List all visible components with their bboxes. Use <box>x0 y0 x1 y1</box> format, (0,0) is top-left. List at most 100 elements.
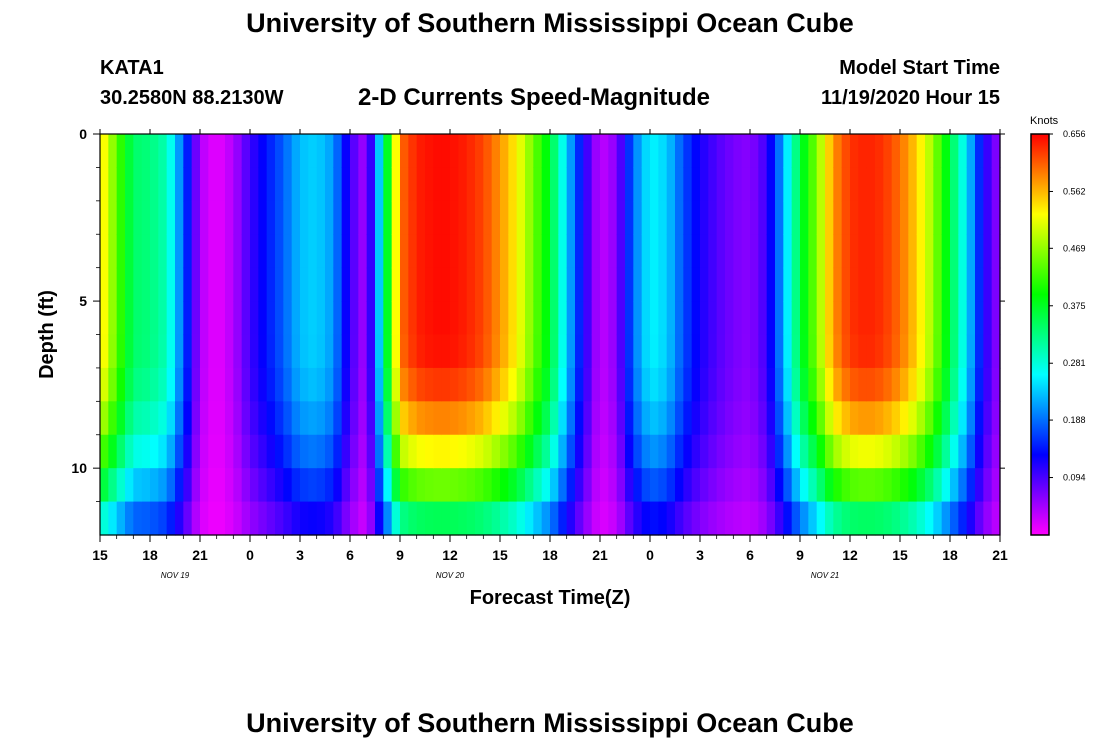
heatmap-cell <box>425 367 434 402</box>
heatmap-cell <box>733 301 743 336</box>
heatmap-cell <box>858 434 868 469</box>
heatmap-cell <box>950 501 959 536</box>
heatmap-cell <box>383 200 393 235</box>
heatmap-cell <box>241 468 251 503</box>
heatmap-cell <box>366 334 376 369</box>
heatmap-cell <box>408 301 418 336</box>
heatmap-cell <box>166 234 176 269</box>
model-start-value: 11/19/2020 Hour 15 <box>820 87 1000 109</box>
heatmap-cell <box>683 200 693 235</box>
heatmap-cell <box>841 234 851 269</box>
heatmap-cell <box>458 401 468 436</box>
heatmap-cell <box>575 167 584 202</box>
heatmap-cell <box>758 434 768 469</box>
heatmap-cell <box>433 401 443 436</box>
heatmap-cell <box>266 301 276 336</box>
heatmap-cell <box>941 468 951 503</box>
heatmap-cell <box>983 200 993 235</box>
heatmap-cell <box>600 200 609 235</box>
heatmap-cell <box>850 367 859 402</box>
heatmap-cell <box>341 434 351 469</box>
heatmap-cell <box>475 468 484 503</box>
heatmap-cell <box>116 200 126 235</box>
heatmap-cell <box>900 401 909 436</box>
heatmap-cell <box>150 200 159 235</box>
heatmap-cell <box>916 334 926 369</box>
heatmap-cell <box>433 200 443 235</box>
heatmap-cell <box>175 334 184 369</box>
heatmap-cell <box>133 334 143 369</box>
heatmap-cell <box>791 134 801 169</box>
heatmap-cell <box>550 301 559 336</box>
heatmap-cell <box>541 501 551 536</box>
heatmap-cell <box>308 434 318 469</box>
heatmap-cell <box>775 367 784 402</box>
heatmap-cell <box>275 434 284 469</box>
heatmap-cell <box>758 200 768 235</box>
heatmap-cell <box>241 367 251 402</box>
heatmap-cell <box>608 134 618 169</box>
heatmap-cell <box>958 301 968 336</box>
heatmap-cell <box>933 468 943 503</box>
heatmap-cell <box>383 501 393 536</box>
heatmap-cell <box>866 334 876 369</box>
heatmap-cell <box>366 134 376 169</box>
heatmap-cell <box>866 367 876 402</box>
heatmap-cell <box>991 468 1001 503</box>
heatmap-cell <box>550 134 559 169</box>
heatmap-cell <box>333 167 343 202</box>
heatmap-cell <box>483 134 493 169</box>
heatmap-cell <box>116 501 126 536</box>
heatmap-cell <box>791 167 801 202</box>
heatmap-cell <box>333 367 343 402</box>
heatmap-cell <box>858 401 868 436</box>
heatmap-cell <box>325 434 334 469</box>
heatmap-cell <box>650 200 659 235</box>
heatmap-cell <box>808 301 818 336</box>
heatmap-cell <box>816 468 826 503</box>
heatmap-cell <box>141 301 151 336</box>
heatmap-cell <box>666 234 676 269</box>
heatmap-cell <box>975 301 984 336</box>
heatmap-cell <box>500 234 509 269</box>
heatmap-cell <box>908 200 918 235</box>
heatmap-cell <box>666 401 676 436</box>
heatmap-cell <box>900 334 909 369</box>
heatmap-cell <box>541 234 551 269</box>
heatmap-cell <box>375 167 384 202</box>
heatmap-cell <box>316 468 326 503</box>
heatmap-cell <box>650 167 659 202</box>
heatmap-cell <box>916 434 926 469</box>
heatmap-cell <box>900 301 909 336</box>
heatmap-cell <box>183 434 193 469</box>
heatmap-cell <box>833 401 843 436</box>
x-axis-label: Forecast Time(Z) <box>470 587 631 609</box>
heatmap-cell <box>575 401 584 436</box>
heatmap-cell <box>666 434 676 469</box>
heatmap-cell <box>716 200 726 235</box>
heatmap-cell <box>575 301 584 336</box>
heatmap-cell <box>950 134 959 169</box>
heatmap-cell <box>500 401 509 436</box>
heatmap-cell <box>700 267 709 302</box>
heatmap-cell <box>608 334 618 369</box>
heatmap-cell <box>941 200 951 235</box>
heatmap-cell <box>566 468 576 503</box>
heatmap-cell <box>383 167 393 202</box>
heatmap-cell <box>375 134 384 169</box>
heatmap-cell <box>175 267 184 302</box>
heatmap-cell <box>816 167 826 202</box>
heatmap-cell <box>125 401 134 436</box>
heatmap-cell <box>208 401 218 436</box>
heatmap-cell <box>608 267 618 302</box>
heatmap-cell <box>183 134 193 169</box>
heatmap-cell <box>408 367 418 402</box>
heatmap-cell <box>375 334 384 369</box>
heatmap-cell <box>141 367 151 402</box>
heatmap-cell <box>891 501 901 536</box>
heatmap-cell <box>141 267 151 302</box>
heatmap-cell <box>166 501 176 536</box>
heatmap-cell <box>416 367 426 402</box>
heatmap-cell <box>858 501 868 536</box>
heatmap-cell <box>883 401 893 436</box>
